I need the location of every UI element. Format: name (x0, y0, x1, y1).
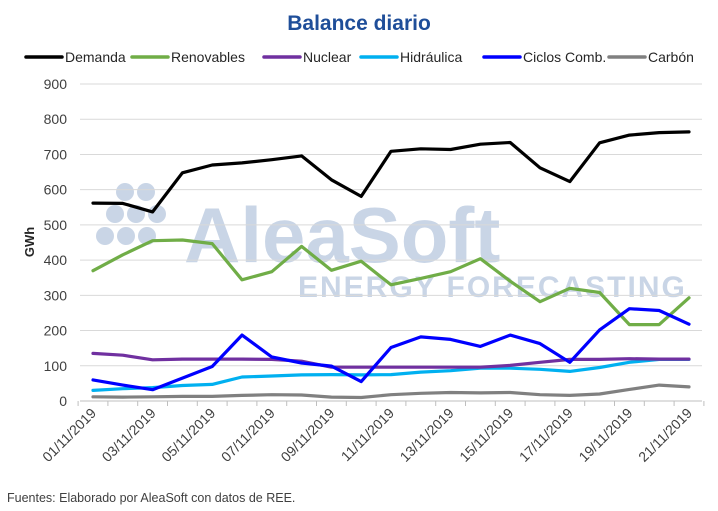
y-tick-label: 300 (44, 287, 68, 303)
series-line (91, 307, 691, 392)
chart-series (91, 130, 691, 400)
x-tick-label: 15/11/2019 (456, 405, 516, 465)
legend-item: Renovables (130, 49, 245, 65)
legend-item: Ciclos Comb. (482, 49, 606, 65)
legend-item: Nuclear (262, 49, 352, 65)
series-line (91, 357, 691, 392)
source-note: Fuentes: Elaborado por AleaSoft con dato… (7, 491, 296, 505)
legend-label: Renovables (171, 49, 245, 65)
y-tick-label: 200 (44, 323, 68, 339)
x-tick-label: 21/11/2019 (635, 405, 695, 465)
x-tick-label: 11/11/2019 (338, 405, 398, 465)
y-tick-label: 900 (44, 76, 68, 92)
series-line (91, 351, 691, 369)
legend-item: Carbón (607, 49, 694, 65)
y-tick-label: 700 (44, 146, 68, 162)
x-tick-label: 09/11/2019 (277, 405, 337, 465)
watermark-brand: AleaSoft (184, 191, 500, 279)
x-tick-label: 17/11/2019 (516, 405, 576, 465)
y-tick-label: 600 (44, 182, 68, 198)
aleasoft-watermark: AleaSoft ENERGY FORECASTING (96, 183, 687, 304)
x-tick-label: 07/11/2019 (218, 405, 278, 465)
y-tick-label: 100 (44, 358, 68, 374)
chart-title: Balance diario (287, 12, 431, 35)
y-axis-label: GWh (22, 227, 37, 257)
y-tick-label: 500 (44, 217, 68, 233)
x-tick-label: 01/11/2019 (39, 405, 99, 465)
x-tick-label: 05/11/2019 (158, 405, 218, 465)
legend-label: Ciclos Comb. (523, 49, 606, 65)
x-tick-label: 03/11/2019 (99, 405, 159, 465)
series-line (91, 238, 691, 327)
y-axis: 0 100 200 300 400 500 600 700 800 900 (44, 76, 68, 409)
series-line (91, 383, 691, 400)
legend-label: Nuclear (303, 49, 352, 65)
series-line (91, 130, 691, 214)
y-tick-label: 400 (44, 252, 68, 268)
x-tick-label: 13/11/2019 (397, 405, 457, 465)
x-tick-label: 19/11/2019 (575, 405, 635, 465)
x-axis: 01/11/2019 03/11/2019 05/11/2019 07/11/2019… (39, 400, 705, 465)
chart-gridlines (80, 83, 702, 367)
legend-item: Hidráulica (359, 49, 462, 65)
legend-label: Hidráulica (400, 49, 462, 65)
legend-label: Demanda (65, 49, 126, 65)
legend-item: Demanda (24, 49, 126, 65)
y-tick-label: 0 (59, 393, 67, 409)
y-tick-label: 800 (44, 111, 68, 127)
legend-label: Carbón (648, 49, 694, 65)
chart-legend: Demanda Renovables Nuclear Hidráulica Ciclos… (24, 49, 694, 65)
watermark-dots-icon (96, 183, 166, 245)
watermark-tagline: ENERGY FORECASTING (298, 271, 687, 304)
